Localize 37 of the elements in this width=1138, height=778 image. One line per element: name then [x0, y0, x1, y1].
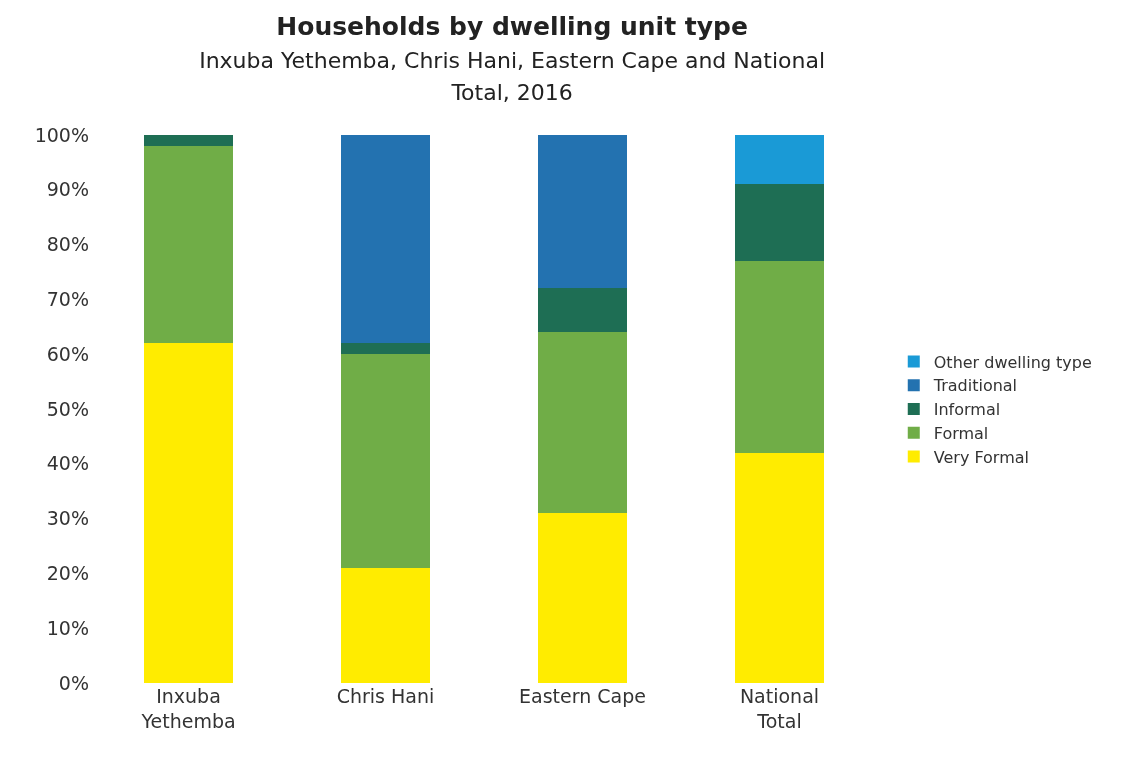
legend-label: Traditional	[932, 376, 1018, 396]
y-tick-label: 50%	[46, 397, 89, 420]
bar	[341, 354, 430, 568]
y-tick-label: 20%	[46, 562, 89, 585]
x-tick-label: National Total	[739, 685, 820, 732]
legend-label: Formal	[933, 424, 989, 444]
y-tick-label: 30%	[46, 507, 89, 530]
bar	[144, 343, 233, 683]
bar	[341, 343, 430, 355]
bar	[735, 261, 824, 453]
bar	[341, 567, 430, 683]
bar	[538, 288, 627, 333]
legend-label: Other dwelling type	[933, 352, 1092, 372]
bar	[144, 135, 233, 146]
y-tick-label: 0%	[58, 671, 89, 694]
y-tick-label: 70%	[46, 288, 89, 311]
bar	[735, 135, 824, 185]
chart-title: Households by dwelling unit type	[276, 12, 748, 42]
chart-subtitle: Inxuba Yethemba, Chris Hani, Eastern Cape and National Total, 2016	[199, 47, 826, 106]
bar	[341, 135, 430, 344]
bar	[735, 184, 824, 262]
y-tick-label: 40%	[46, 452, 89, 475]
bar	[735, 452, 824, 683]
x-tick-label: Eastern Cape	[519, 685, 646, 707]
bar	[144, 145, 233, 344]
legend-label: Very Formal	[933, 447, 1029, 467]
bar	[538, 513, 627, 683]
x-tick-label: Inxuba Yethemba	[140, 685, 236, 732]
bar	[538, 135, 627, 289]
bar	[538, 332, 627, 514]
y-tick-label: 80%	[46, 233, 89, 256]
y-tick-label: 100%	[34, 123, 89, 146]
x-tick-label: Chris Hani	[336, 685, 435, 707]
y-tick-label: 60%	[46, 342, 89, 365]
y-tick-label: 10%	[46, 616, 89, 639]
legend-label: Informal	[933, 400, 1001, 420]
y-tick-label: 90%	[46, 178, 89, 201]
